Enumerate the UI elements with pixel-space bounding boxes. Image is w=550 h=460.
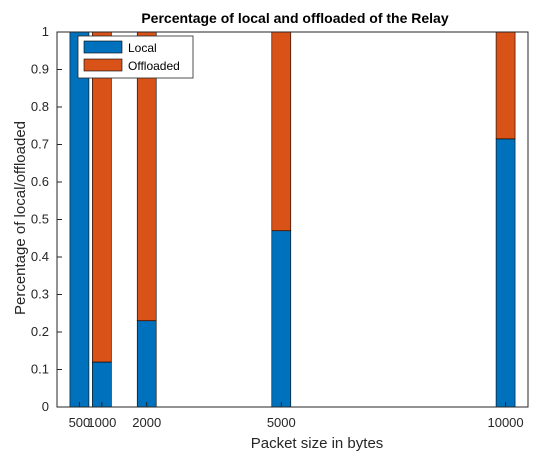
x-tick-label: 5000 — [267, 415, 296, 430]
bar-offloaded-5000 — [271, 31, 292, 232]
x-axis-label: Packet size in bytes — [251, 435, 384, 452]
y-tick-label: 0.5 — [31, 212, 49, 227]
y-tick-label: 0.4 — [31, 249, 49, 264]
y-axis: 0 0.1 0.2 0.3 0.4 0.5 0.6 0.7 0.8 0.9 1 — [31, 24, 62, 414]
chart-title: Percentage of local and offloaded of the… — [141, 10, 448, 26]
y-tick-label: 0.1 — [31, 362, 49, 377]
legend-swatch-offloaded — [83, 58, 123, 72]
legend-items: Local Offloaded — [83, 40, 180, 73]
y-tick-label: 0.2 — [31, 324, 49, 339]
legend: Local Offloaded — [77, 35, 194, 79]
legend-label-offloaded: Offloaded — [128, 59, 180, 73]
plot-area — [57, 32, 528, 407]
y-tick-label: 0.3 — [31, 287, 49, 302]
legend-label-local: Local — [128, 41, 157, 55]
bar-local-5000 — [271, 230, 292, 408]
y-tick-label: 0.9 — [31, 62, 49, 77]
x-tick-label: 1000 — [87, 415, 116, 430]
y-tick-label: 0.8 — [31, 99, 49, 114]
legend-swatch-local — [83, 40, 123, 54]
x-tick-label: 10000 — [487, 415, 523, 430]
bars-group — [69, 31, 516, 408]
y-tick-label: 0 — [42, 399, 49, 414]
bar-local-500 — [69, 31, 90, 408]
bar-offloaded-10000 — [495, 31, 516, 140]
x-tick-label: 500 — [69, 415, 91, 430]
bar-offloaded-1000 — [92, 31, 112, 363]
bar-local-1000 — [92, 361, 112, 408]
y-tick-label: 0.7 — [31, 137, 49, 152]
y-axis-label: Percentage of local/offloaded — [12, 121, 29, 315]
bar-local-2000 — [136, 320, 157, 408]
x-tick-label: 2000 — [132, 415, 161, 430]
y-tick-label: 1 — [42, 24, 49, 39]
y-tick-label: 0.6 — [31, 174, 49, 189]
bar-local-10000 — [495, 138, 516, 408]
